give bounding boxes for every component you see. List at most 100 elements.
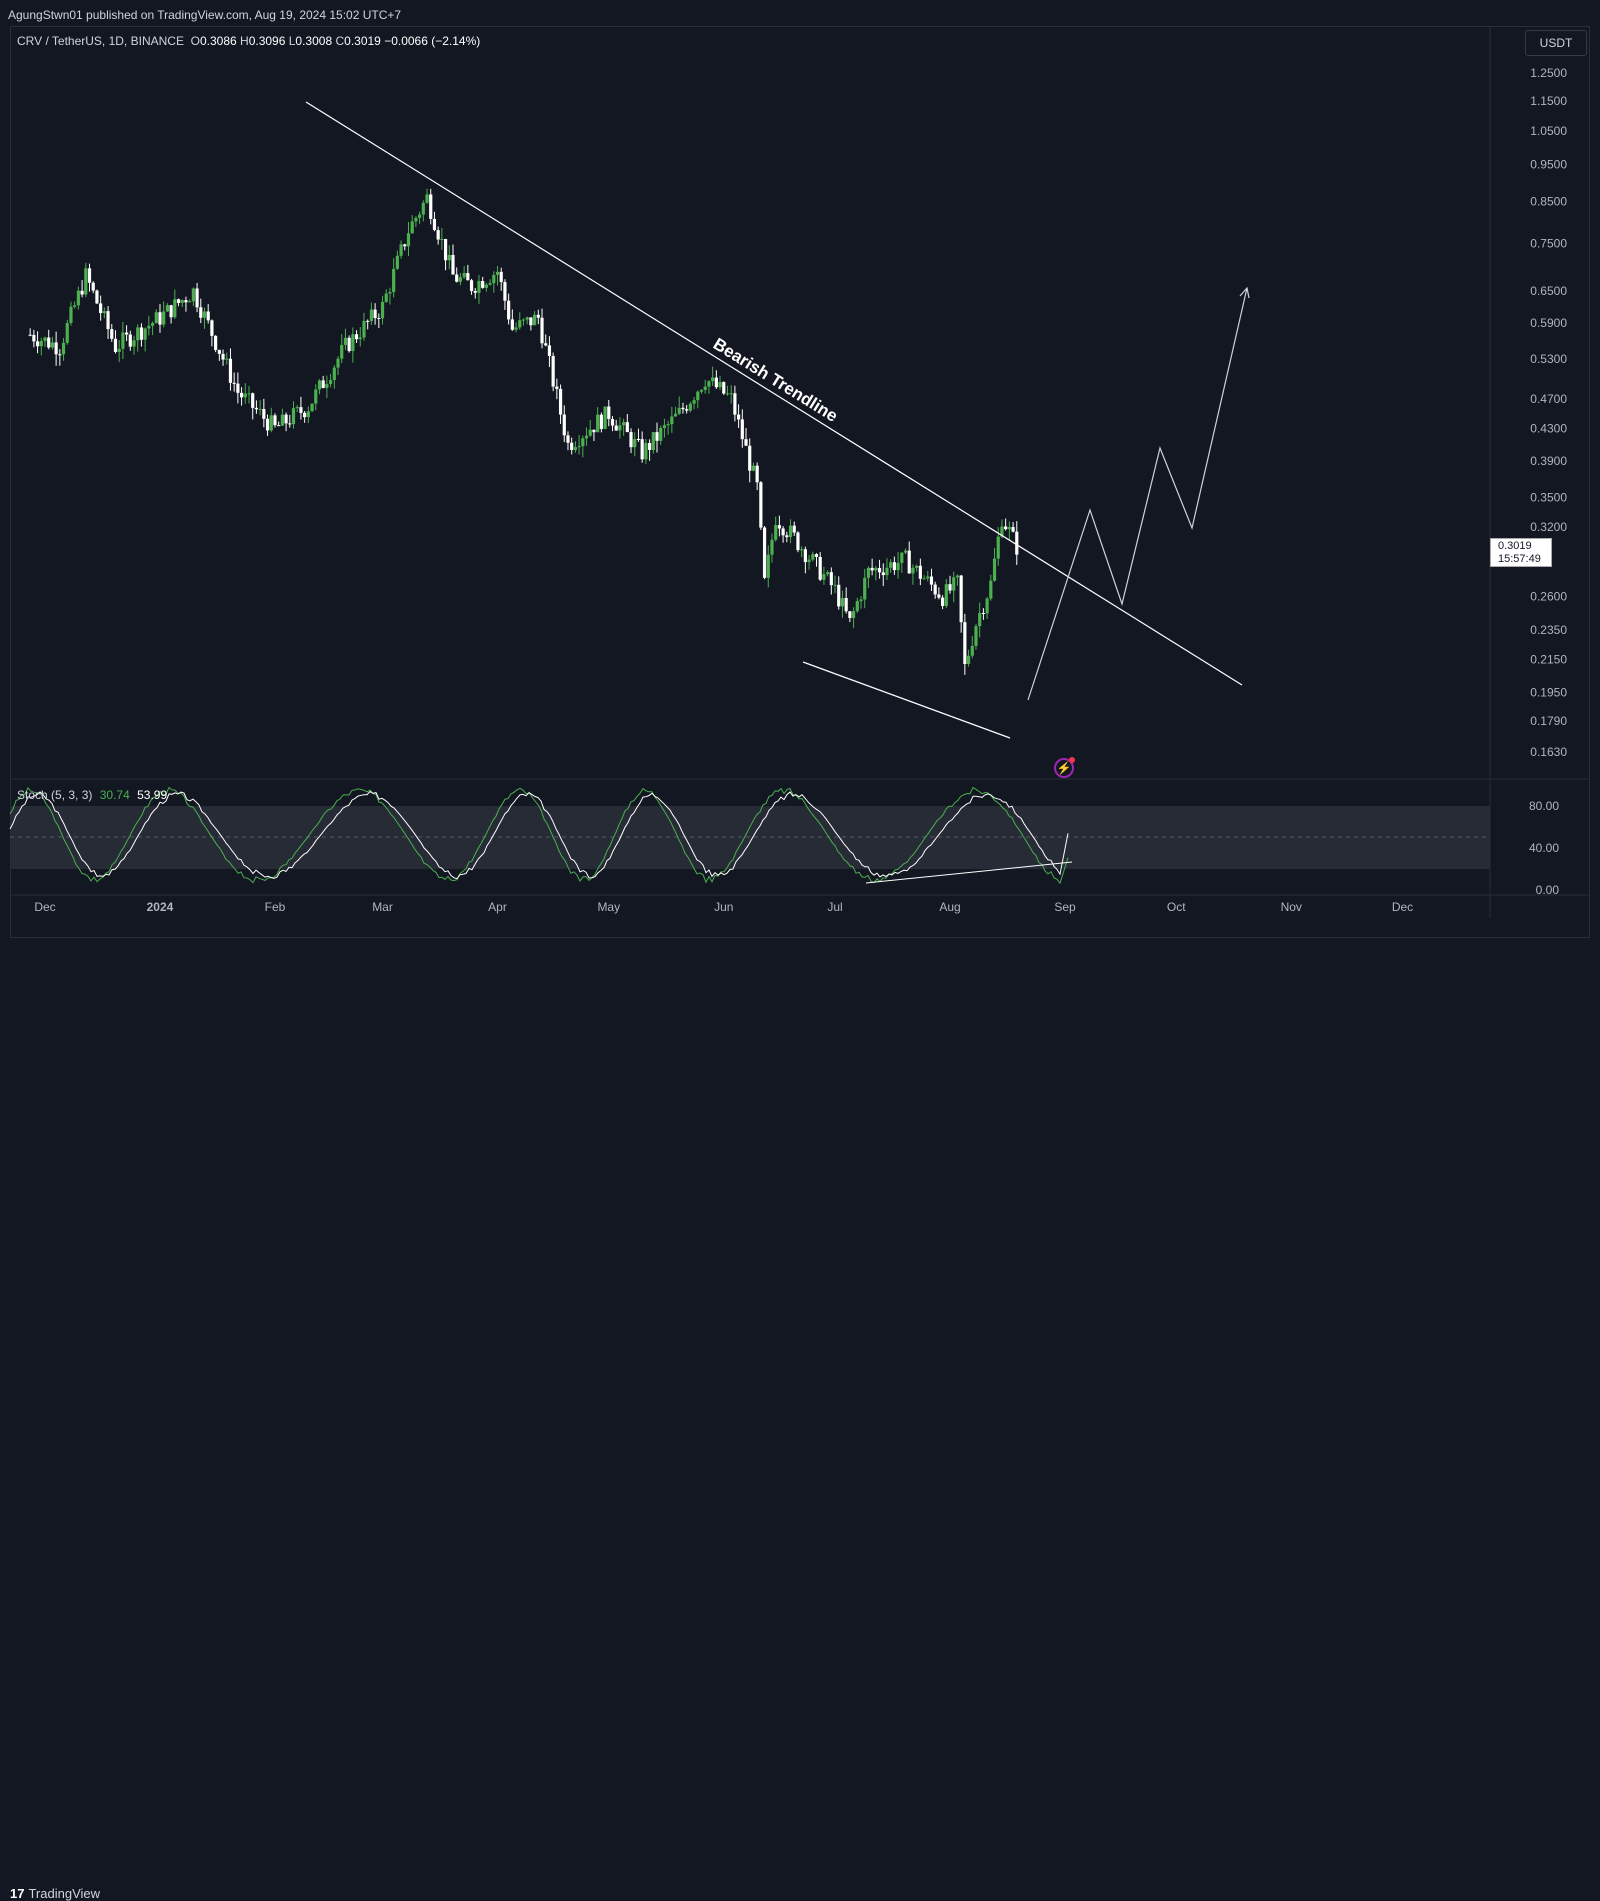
candle-down	[58, 354, 62, 356]
candle-up	[622, 422, 626, 426]
candle-down	[95, 290, 99, 304]
candle-down	[473, 291, 477, 293]
candle-down	[681, 407, 685, 410]
candle-up	[666, 424, 670, 426]
candle-up	[132, 340, 136, 347]
candle-up	[584, 435, 589, 439]
candle-up	[440, 238, 444, 240]
candle-down	[933, 584, 937, 595]
candle-up	[102, 311, 106, 314]
bearish-trendline[interactable]	[305, 101, 1243, 686]
candle-up	[492, 274, 496, 284]
candle-up	[581, 438, 585, 447]
candle-down	[737, 414, 741, 420]
stoch-tick-label: 40.00	[1529, 841, 1559, 855]
candle-up	[154, 312, 158, 324]
candle-up	[225, 358, 229, 360]
currency-button[interactable]: USDT	[1525, 30, 1587, 56]
candle-up	[874, 568, 878, 571]
candle-down	[284, 414, 288, 424]
candle-down	[762, 527, 767, 578]
projection-path[interactable]	[1027, 287, 1248, 701]
candle-up	[588, 429, 592, 436]
candle-down	[963, 622, 967, 664]
candle-down	[629, 432, 633, 448]
candle-down	[848, 611, 852, 618]
chart-frame[interactable]	[10, 26, 1590, 938]
candle-up	[117, 348, 121, 352]
notification-dot	[1069, 757, 1075, 763]
candle-down	[254, 407, 259, 410]
time-axis-labels: Dec 2024 Feb Mar Apr May Jun Jul Aug Sep Oct Nov Dec	[34, 900, 1413, 914]
candle-up	[688, 403, 692, 411]
price-tick-label: 0.2150	[1530, 653, 1567, 667]
candle-down	[803, 549, 807, 563]
candle-up	[243, 393, 247, 398]
candle-down	[948, 584, 952, 591]
price-tick-label: 0.7500	[1530, 236, 1567, 250]
candle-up	[84, 268, 88, 295]
candle-up	[188, 301, 192, 303]
candle-down	[54, 342, 58, 355]
candle-down	[176, 299, 181, 303]
candle-up	[191, 288, 195, 302]
candle-up	[518, 320, 522, 328]
time-tick-label: Oct	[1167, 900, 1186, 914]
price-tick-label: 1.1500	[1530, 94, 1567, 108]
candle-down	[607, 406, 611, 420]
candle-up	[65, 323, 69, 343]
candle-up	[833, 584, 837, 586]
candle-down	[251, 393, 255, 408]
candle-up	[992, 558, 997, 581]
close-label: C	[335, 34, 345, 48]
candle-down	[558, 388, 563, 415]
candle-up	[900, 552, 904, 563]
candle-up	[822, 574, 826, 580]
candle-down	[217, 349, 221, 354]
candle-up	[392, 268, 396, 293]
candle-down	[981, 612, 985, 614]
candle-up	[358, 337, 362, 340]
stoch-divergence-line[interactable]	[865, 861, 1073, 884]
support-line[interactable]	[802, 661, 1011, 739]
candle-down	[555, 386, 559, 389]
candle-down	[918, 565, 922, 579]
candle-down	[529, 317, 533, 326]
lightning-icon[interactable]: ⚡	[1054, 757, 1075, 778]
candle-up	[974, 626, 978, 646]
candle-up	[61, 342, 66, 355]
price-tick-label: 0.3500	[1530, 490, 1567, 504]
candle-up	[1007, 527, 1011, 530]
price-tick-label: 0.1950	[1530, 685, 1567, 699]
tradingview-logo[interactable]: 17 TradingView	[10, 1886, 100, 1901]
candle-up	[143, 328, 147, 340]
price-tick-label: 0.3900	[1530, 454, 1567, 468]
candle-down	[685, 409, 689, 411]
candle-up	[317, 380, 322, 390]
price-chart[interactable]: Bearish Trendline 1.2500 1.1500 1.0500 0.95…	[0, 0, 1600, 940]
symbol-name: CRV / TetherUS, 1D, BINANCE	[17, 34, 184, 48]
time-tick-label: Apr	[488, 900, 507, 914]
candle-down	[818, 556, 822, 580]
candle-up	[826, 572, 830, 575]
candle-up	[922, 578, 926, 580]
stoch-k-value: 30.74	[99, 788, 130, 802]
candle-down	[551, 356, 555, 387]
candle-down	[451, 254, 455, 275]
candle-up	[633, 438, 637, 448]
candle-up	[462, 273, 466, 278]
candle-up	[970, 645, 974, 656]
candle-up	[121, 332, 125, 349]
candle-down	[128, 334, 132, 347]
stoch-legend: Stoch (5, 3, 3) 30.74 53.99	[17, 788, 167, 802]
price-tick-label: 0.1790	[1530, 714, 1567, 728]
candle-down	[792, 525, 796, 533]
price-tick-label: 0.4700	[1530, 392, 1567, 406]
candle-down	[814, 554, 819, 557]
candle-down	[744, 439, 748, 446]
candle-down	[647, 442, 652, 450]
candle-up	[573, 447, 577, 451]
candle-up	[329, 380, 333, 384]
candle-down	[1004, 526, 1008, 530]
candle-up	[670, 416, 674, 425]
